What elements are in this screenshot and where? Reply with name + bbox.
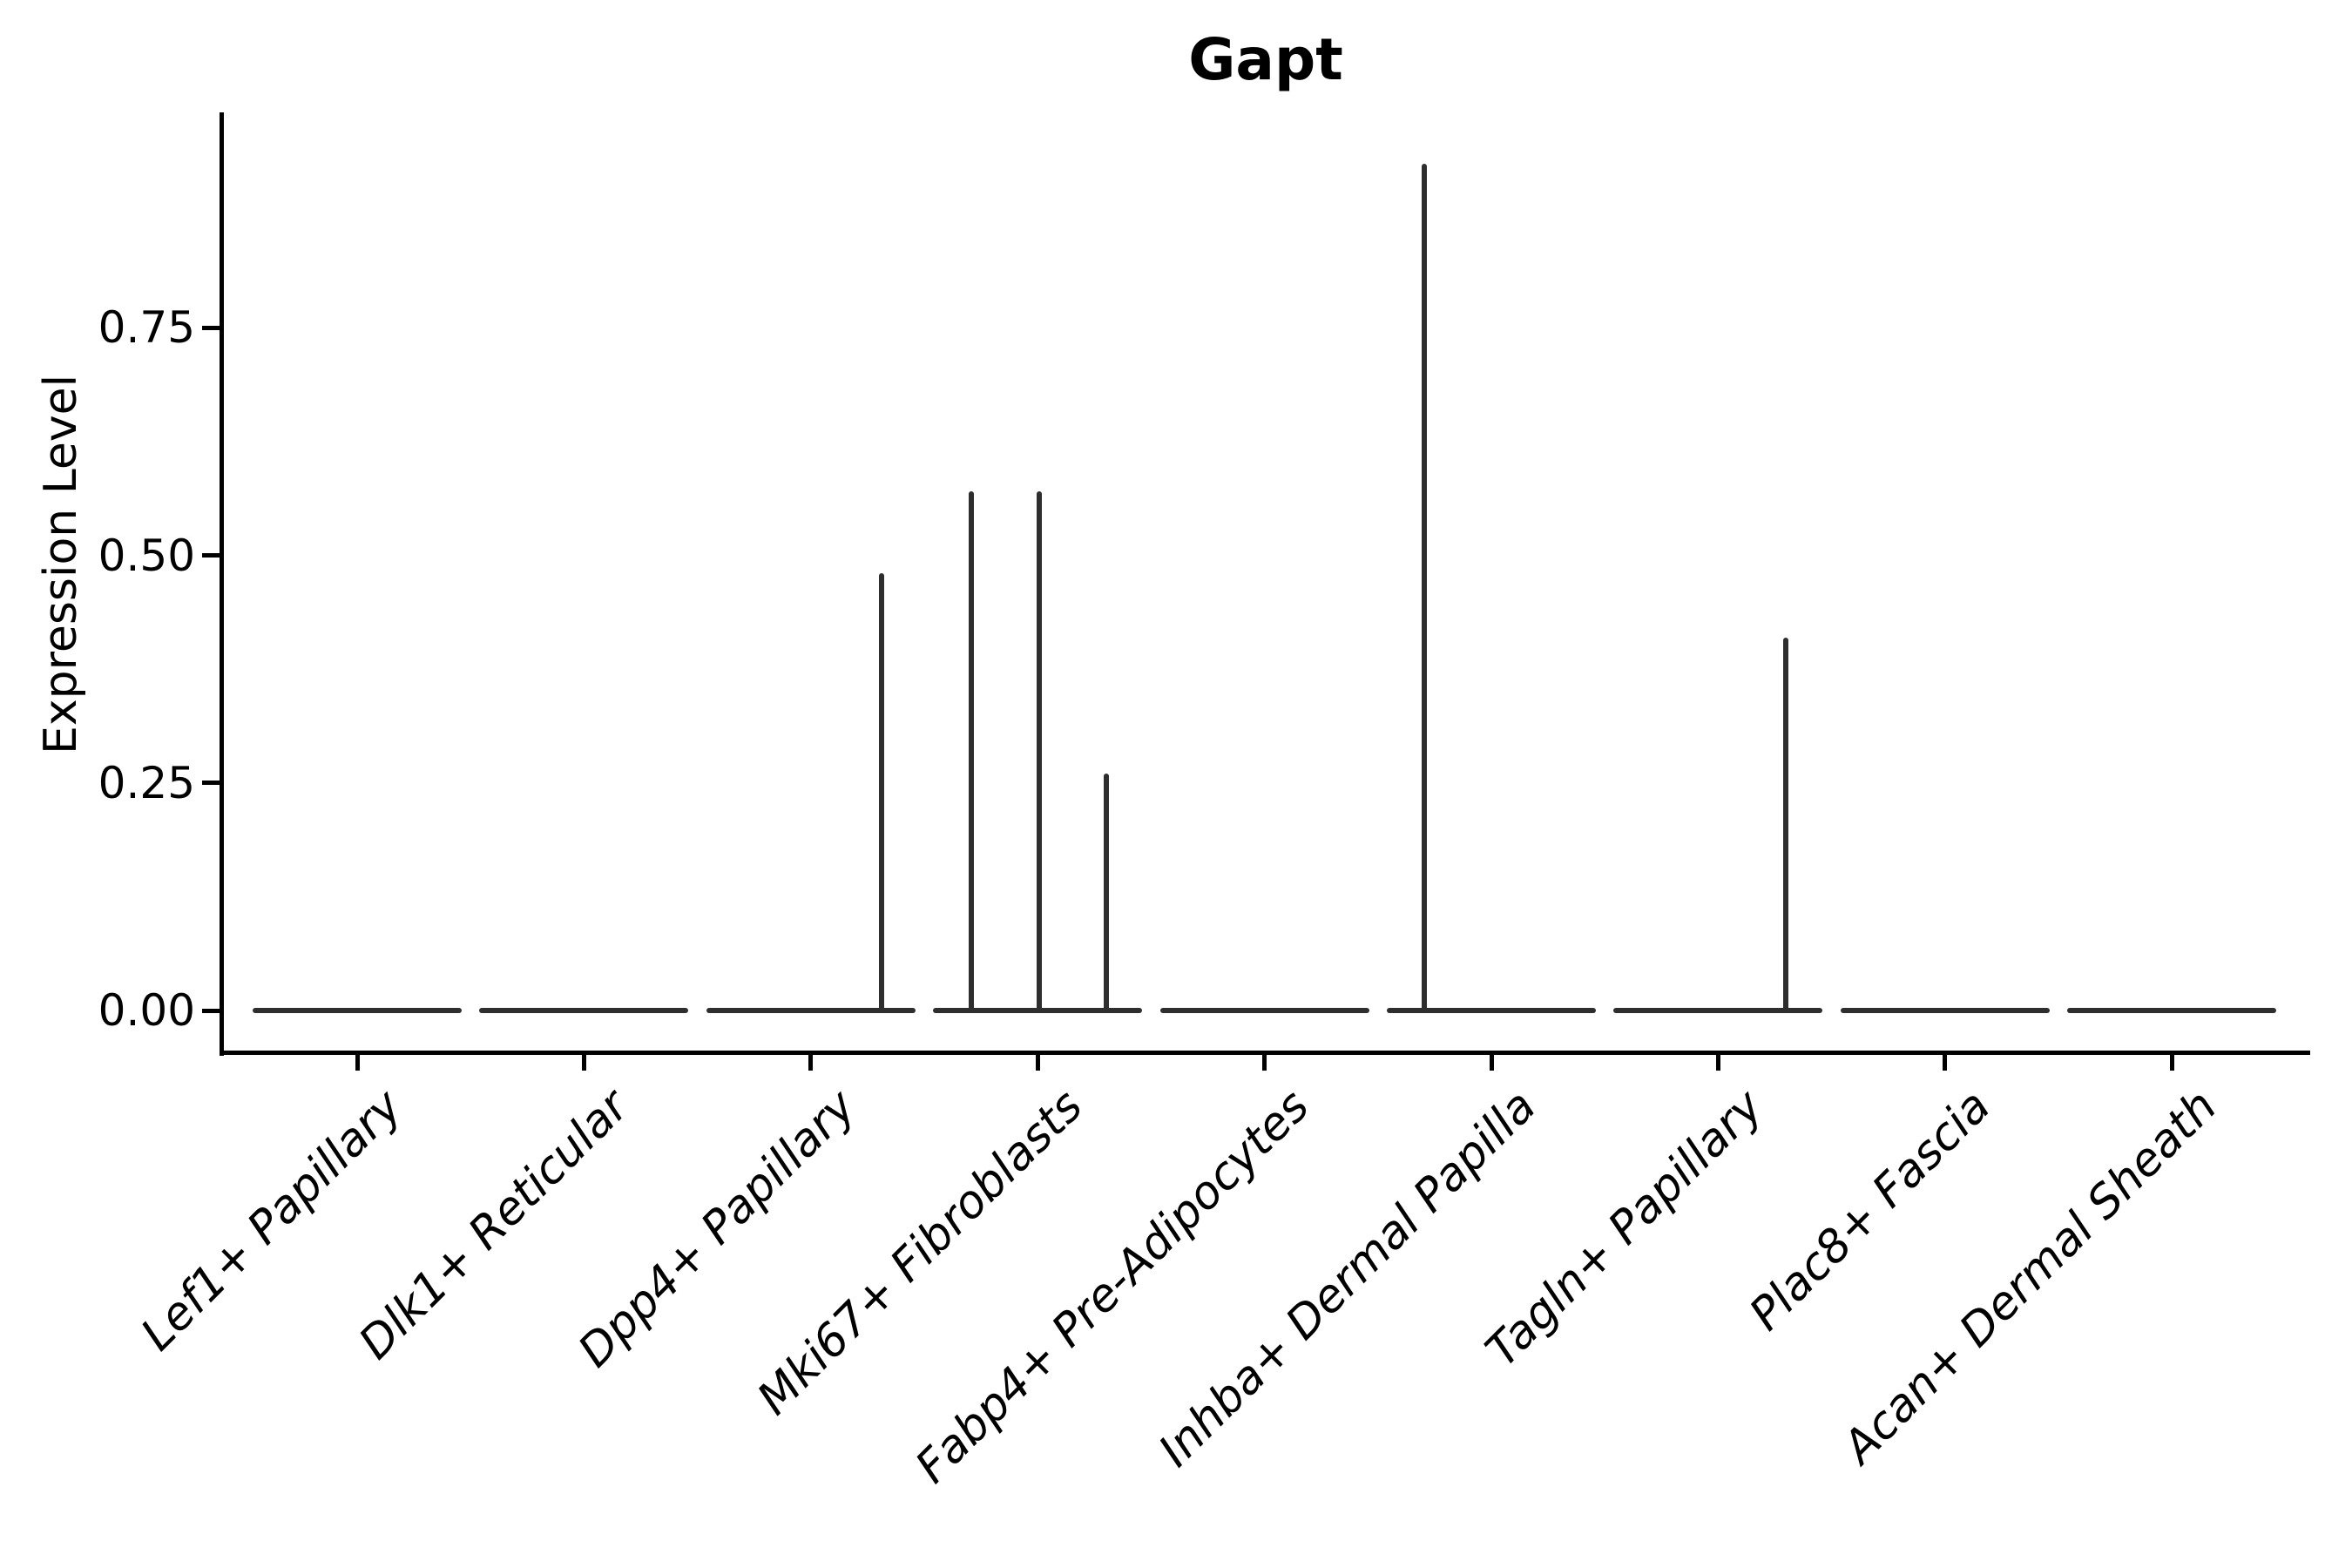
violin-baseline <box>1159 1008 1369 1013</box>
violin-spike <box>1037 491 1043 1013</box>
x-tick-label: Plac8+ Fascia <box>1739 1079 2001 1342</box>
violin-baseline <box>479 1008 689 1013</box>
x-tick-label: Inhba+ Dermal Papilla <box>1149 1079 1547 1477</box>
violin-spike <box>1783 637 1789 1013</box>
x-tick-label: Acan+ Dermal Sheath <box>1833 1079 2227 1474</box>
x-tick-mark <box>2169 1055 2174 1071</box>
violin-baseline <box>1840 1008 2050 1013</box>
violin-baseline <box>1387 1008 1596 1013</box>
x-tick-mark <box>1035 1055 1040 1071</box>
x-tick-mark <box>1715 1055 1720 1071</box>
violin-spike <box>969 491 975 1013</box>
y-tick-label: 0.00 <box>98 985 195 1036</box>
violin-spike <box>878 573 884 1013</box>
x-tick-mark <box>1943 1055 1948 1071</box>
x-tick-label: Fabp4+ Pre-Adipocytes <box>906 1079 1320 1494</box>
violin-baseline <box>2067 1008 2277 1013</box>
x-tick-mark <box>1262 1055 1267 1071</box>
x-tick-mark <box>1489 1055 1494 1071</box>
violin-baseline <box>253 1008 462 1013</box>
violin-baseline <box>706 1008 916 1013</box>
y-axis-line <box>220 112 224 1056</box>
plot-title: Gapt <box>1188 26 1343 93</box>
y-tick-mark <box>202 1008 220 1013</box>
y-tick-label: 0.50 <box>98 530 195 581</box>
x-tick-mark <box>581 1055 586 1071</box>
y-tick-mark <box>202 781 220 786</box>
y-tick-mark <box>202 325 220 330</box>
y-tick-label: 0.25 <box>98 757 195 808</box>
x-tick-mark <box>808 1055 814 1071</box>
y-tick-mark <box>202 553 220 558</box>
y-axis-label: Expression Level <box>35 374 87 755</box>
x-axis-line <box>220 1051 2310 1055</box>
violin-spike <box>1422 164 1427 1013</box>
x-tick-mark <box>355 1055 360 1071</box>
y-tick-label: 0.75 <box>98 302 195 354</box>
violin-spike <box>1104 774 1110 1013</box>
violin-baseline <box>1613 1008 1823 1013</box>
